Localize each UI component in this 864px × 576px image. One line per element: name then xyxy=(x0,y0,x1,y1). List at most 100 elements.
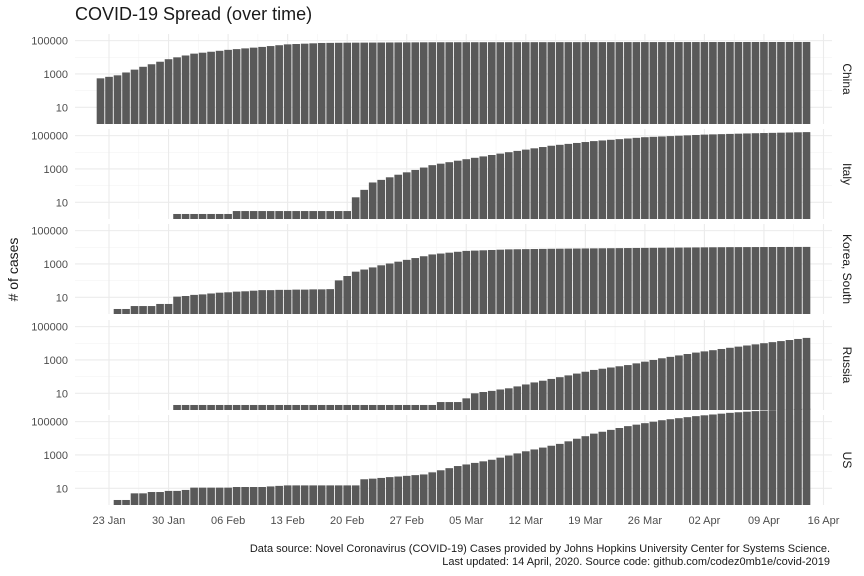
bar xyxy=(402,404,411,410)
bar xyxy=(181,55,190,125)
bar xyxy=(564,143,573,219)
bar xyxy=(564,248,573,314)
bar xyxy=(224,49,232,124)
y-tick-label: 1000 xyxy=(44,355,68,367)
bar xyxy=(598,42,607,124)
bar xyxy=(547,248,556,314)
bar xyxy=(785,246,794,314)
y-tick-label: 1000 xyxy=(44,450,68,462)
bar xyxy=(487,390,496,410)
bar xyxy=(173,213,181,219)
bar xyxy=(794,246,802,314)
bar xyxy=(351,197,360,219)
bar xyxy=(683,42,692,124)
bar xyxy=(530,249,539,314)
bar xyxy=(419,474,428,505)
bar xyxy=(385,404,394,410)
bar xyxy=(402,172,411,219)
bar xyxy=(164,490,173,505)
bar xyxy=(666,42,675,124)
bar xyxy=(658,42,666,124)
bar xyxy=(453,402,462,410)
bar xyxy=(470,250,479,314)
bar xyxy=(666,247,675,314)
bar xyxy=(343,404,352,410)
bar xyxy=(581,248,590,314)
bar xyxy=(462,159,471,219)
bar xyxy=(641,42,649,125)
bar xyxy=(113,75,122,124)
bar xyxy=(547,42,556,124)
bar xyxy=(624,248,632,314)
bar xyxy=(122,499,130,505)
bar xyxy=(700,415,709,505)
y-tick-label: 1000 xyxy=(44,69,68,81)
bar xyxy=(692,42,700,125)
bar xyxy=(377,477,386,505)
x-tick-label: 16 Apr xyxy=(808,515,840,527)
bar xyxy=(802,337,811,410)
bar xyxy=(215,292,224,314)
bar xyxy=(360,189,369,219)
bar xyxy=(521,384,530,410)
bar xyxy=(777,341,785,410)
x-tick-label: 02 Apr xyxy=(689,515,721,527)
bar xyxy=(555,377,564,410)
bar xyxy=(198,487,207,505)
bar xyxy=(402,475,411,505)
bar xyxy=(241,404,249,410)
bar xyxy=(385,42,394,125)
bar xyxy=(573,373,581,410)
bar xyxy=(207,404,215,410)
bar xyxy=(445,402,454,410)
y-tick-label: 100000 xyxy=(31,417,68,429)
bar xyxy=(726,347,734,410)
bar xyxy=(419,404,428,410)
bar xyxy=(283,404,292,410)
y-tick-label: 1000 xyxy=(44,259,68,271)
bar xyxy=(479,392,488,410)
chart-title: COVID-19 Spread (over time) xyxy=(75,4,313,24)
bar xyxy=(198,213,207,219)
bar xyxy=(113,499,122,505)
bar xyxy=(462,250,471,314)
bar xyxy=(590,369,598,410)
bar xyxy=(139,493,147,505)
bar xyxy=(215,487,224,505)
bar xyxy=(641,361,649,410)
bar xyxy=(470,462,479,505)
bar xyxy=(751,41,760,124)
y-tick-label: 10 xyxy=(56,102,68,114)
bar xyxy=(215,213,224,219)
bar xyxy=(326,404,334,410)
bar xyxy=(351,404,360,410)
bar xyxy=(224,487,232,505)
bar xyxy=(683,247,692,314)
bar xyxy=(581,142,590,219)
bar xyxy=(181,404,190,410)
x-tick-label: 23 Jan xyxy=(93,515,126,527)
bar xyxy=(530,148,539,219)
bar xyxy=(292,44,300,124)
bar xyxy=(768,342,777,410)
y-axis-title: # of cases xyxy=(5,238,21,302)
y-tick-label: 100000 xyxy=(31,36,68,48)
bar xyxy=(521,451,530,505)
bar xyxy=(275,45,283,124)
bar xyxy=(130,493,139,505)
bar xyxy=(232,487,241,505)
bar xyxy=(258,290,266,314)
bar xyxy=(734,346,743,410)
bar xyxy=(156,61,164,124)
bar xyxy=(470,42,479,124)
bar xyxy=(411,475,420,505)
bar xyxy=(709,350,717,410)
bar xyxy=(538,248,547,314)
bar xyxy=(581,42,590,124)
bar xyxy=(785,132,794,219)
bar xyxy=(334,42,343,125)
bar xyxy=(547,145,556,219)
bar xyxy=(411,404,420,410)
bar xyxy=(241,291,249,314)
x-tick-label: 09 Apr xyxy=(748,515,780,527)
